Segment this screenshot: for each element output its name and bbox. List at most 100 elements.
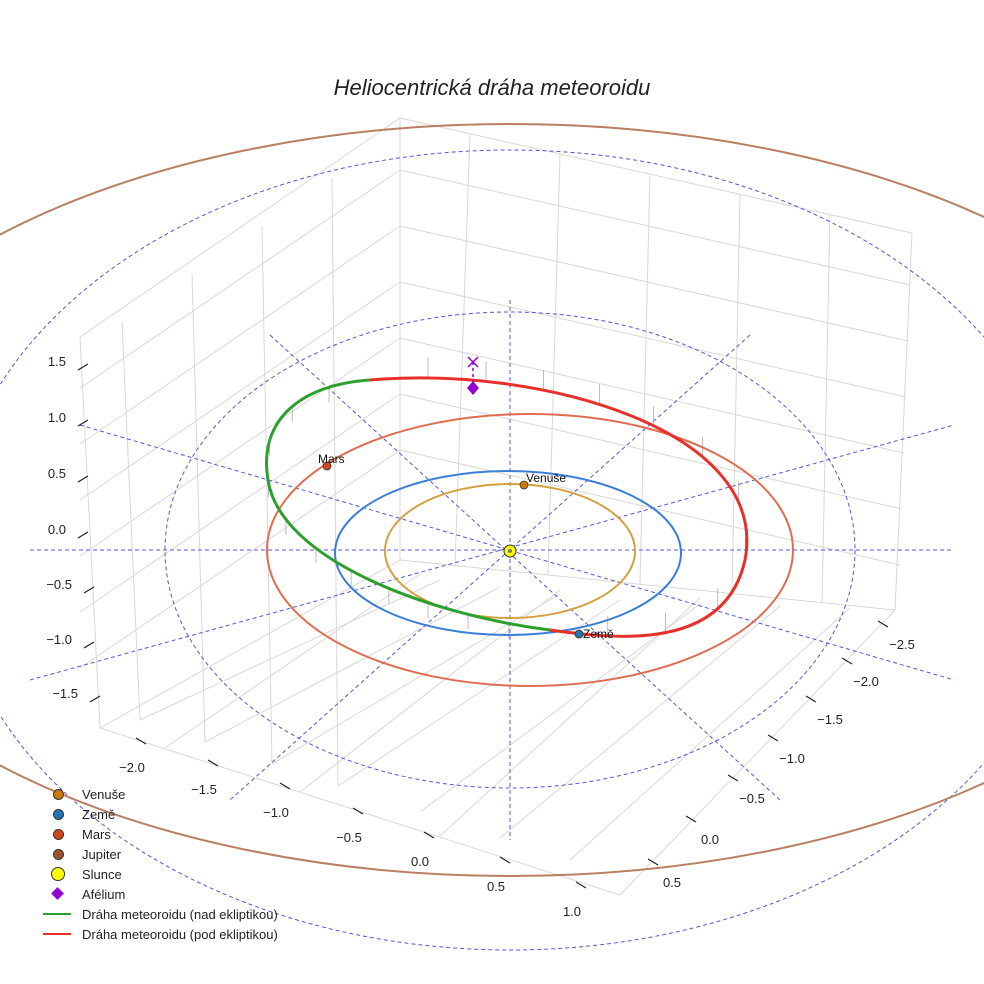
legend-item: Afélium <box>40 884 278 904</box>
legend-label: Mars <box>82 826 111 842</box>
x-tick-label: 0.5 <box>487 879 505 894</box>
aphelion-marker <box>467 381 479 395</box>
x-tick-mark <box>423 831 435 839</box>
legend: Venuše Země Mars Jupiter Slunce Afélium Dráha … <box>40 784 278 944</box>
ecliptic-grid <box>0 149 984 951</box>
venus-marker <box>519 480 529 490</box>
legend-symbol <box>40 904 76 924</box>
legend-symbol <box>40 784 76 804</box>
z-tick-mark <box>77 419 89 427</box>
z-tick-mark <box>89 695 101 703</box>
earth-marker <box>574 629 584 639</box>
y-tick-label: −2.0 <box>853 674 879 689</box>
legend-dot-icon <box>51 867 65 881</box>
z-tick-mark <box>83 641 95 649</box>
earth-orbit <box>334 470 682 636</box>
x-tick-label: −1.5 <box>191 782 217 797</box>
legend-item: Dráha meteoroidu (pod ekliptikou) <box>40 924 278 944</box>
legend-item: Země <box>40 804 278 824</box>
legend-symbol <box>40 844 76 864</box>
legend-diamond-icon <box>51 887 64 900</box>
axes-panes <box>79 117 913 896</box>
x-tick-label: −0.5 <box>336 830 362 845</box>
z-tick-label: −0.5 <box>46 577 72 592</box>
legend-label: Jupiter <box>82 846 122 862</box>
x-tick-mark <box>499 856 511 864</box>
floor-pane <box>99 609 896 896</box>
y-tick-label: −0.5 <box>739 791 765 806</box>
mars-label: Mars <box>318 452 345 466</box>
venus-label: Venuše <box>526 471 566 485</box>
x-tick-label: −2.0 <box>119 760 145 775</box>
z-tick-mark <box>83 586 95 594</box>
y-tick-mark <box>647 858 659 866</box>
x-tick-mark <box>207 759 219 767</box>
legend-dot-icon <box>53 809 64 820</box>
y-tick-mark <box>805 695 817 703</box>
legend-symbol <box>40 864 76 884</box>
z-tick-mark <box>77 475 89 483</box>
mars-marker <box>322 461 332 471</box>
legend-label: Slunce <box>82 866 122 882</box>
legend-symbol <box>40 824 76 844</box>
legend-symbol <box>40 924 76 944</box>
jupiter-orbit <box>0 123 984 877</box>
legend-line-icon <box>43 913 71 915</box>
legend-label: Dráha meteoroidu (nad ekliptikou) <box>82 906 278 922</box>
y-tick-mark <box>727 774 739 782</box>
aphelion-x-marker <box>467 356 479 368</box>
legend-label: Venuše <box>82 786 126 802</box>
grid-ring-outer <box>0 149 984 951</box>
x-axis: −2.0 −1.5 −1.0 −0.5 0.0 0.5 1.0 <box>119 737 587 919</box>
z-tick-label: 0.0 <box>48 522 66 537</box>
y-tick-label: 0.0 <box>701 832 719 847</box>
z-tick-label: 1.5 <box>48 354 66 369</box>
x-tick-mark <box>352 807 364 815</box>
legend-item: Venuše <box>40 784 278 804</box>
x-tick-mark <box>279 782 291 790</box>
y-tick-label: 0.5 <box>663 875 681 890</box>
x-tick-label: 0.0 <box>411 854 429 869</box>
legend-item: Mars <box>40 824 278 844</box>
chart-title: Heliocentrická dráha meteoroidu <box>334 75 651 100</box>
grid-ring-inner <box>164 311 856 789</box>
legend-dot-icon <box>53 829 64 840</box>
right-pane <box>399 117 913 611</box>
mars-orbit <box>266 413 794 687</box>
legend-item: Slunce <box>40 864 278 884</box>
sun-center <box>508 549 512 553</box>
meteoroid-path-below <box>369 376 749 638</box>
z-tick-label: −1.0 <box>46 632 72 647</box>
earth-label: Země <box>583 627 614 641</box>
legend-label: Afélium <box>82 886 126 902</box>
legend-dot-icon <box>53 789 64 800</box>
y-tick-mark <box>767 734 779 742</box>
y-tick-label: −2.5 <box>889 637 915 652</box>
y-tick-mark <box>685 815 697 823</box>
x-tick-label: −1.0 <box>263 805 289 820</box>
z-tick-label: −1.5 <box>52 686 78 701</box>
legend-symbol <box>40 884 76 904</box>
legend-symbol <box>40 804 76 824</box>
z-axis: 1.5 1.0 0.5 0.0 −0.5 −1.0 −1.5 <box>46 354 101 703</box>
x-tick-mark <box>575 881 587 889</box>
z-tick-mark <box>77 531 89 539</box>
z-tick-mark <box>77 363 89 371</box>
y-tick-mark <box>877 620 889 628</box>
y-tick-label: −1.5 <box>817 712 843 727</box>
x-tick-label: 1.0 <box>563 904 581 919</box>
y-tick-mark <box>841 657 853 665</box>
venus-orbit <box>384 483 636 619</box>
legend-line-icon <box>43 933 71 935</box>
legend-item: Dráha meteoroidu (nad ekliptikou) <box>40 904 278 924</box>
legend-item: Jupiter <box>40 844 278 864</box>
z-tick-label: 1.0 <box>48 410 66 425</box>
y-tick-label: −1.0 <box>779 751 805 766</box>
meteoroid-path-above <box>265 378 551 632</box>
legend-label: Země <box>82 806 116 822</box>
legend-label: Dráha meteoroidu (pod ekliptikou) <box>82 926 278 942</box>
z-tick-label: 0.5 <box>48 466 66 481</box>
left-pane <box>79 117 401 729</box>
y-axis: −2.5 −2.0 −1.5 −1.0 −0.5 0.0 0.5 <box>647 620 915 890</box>
